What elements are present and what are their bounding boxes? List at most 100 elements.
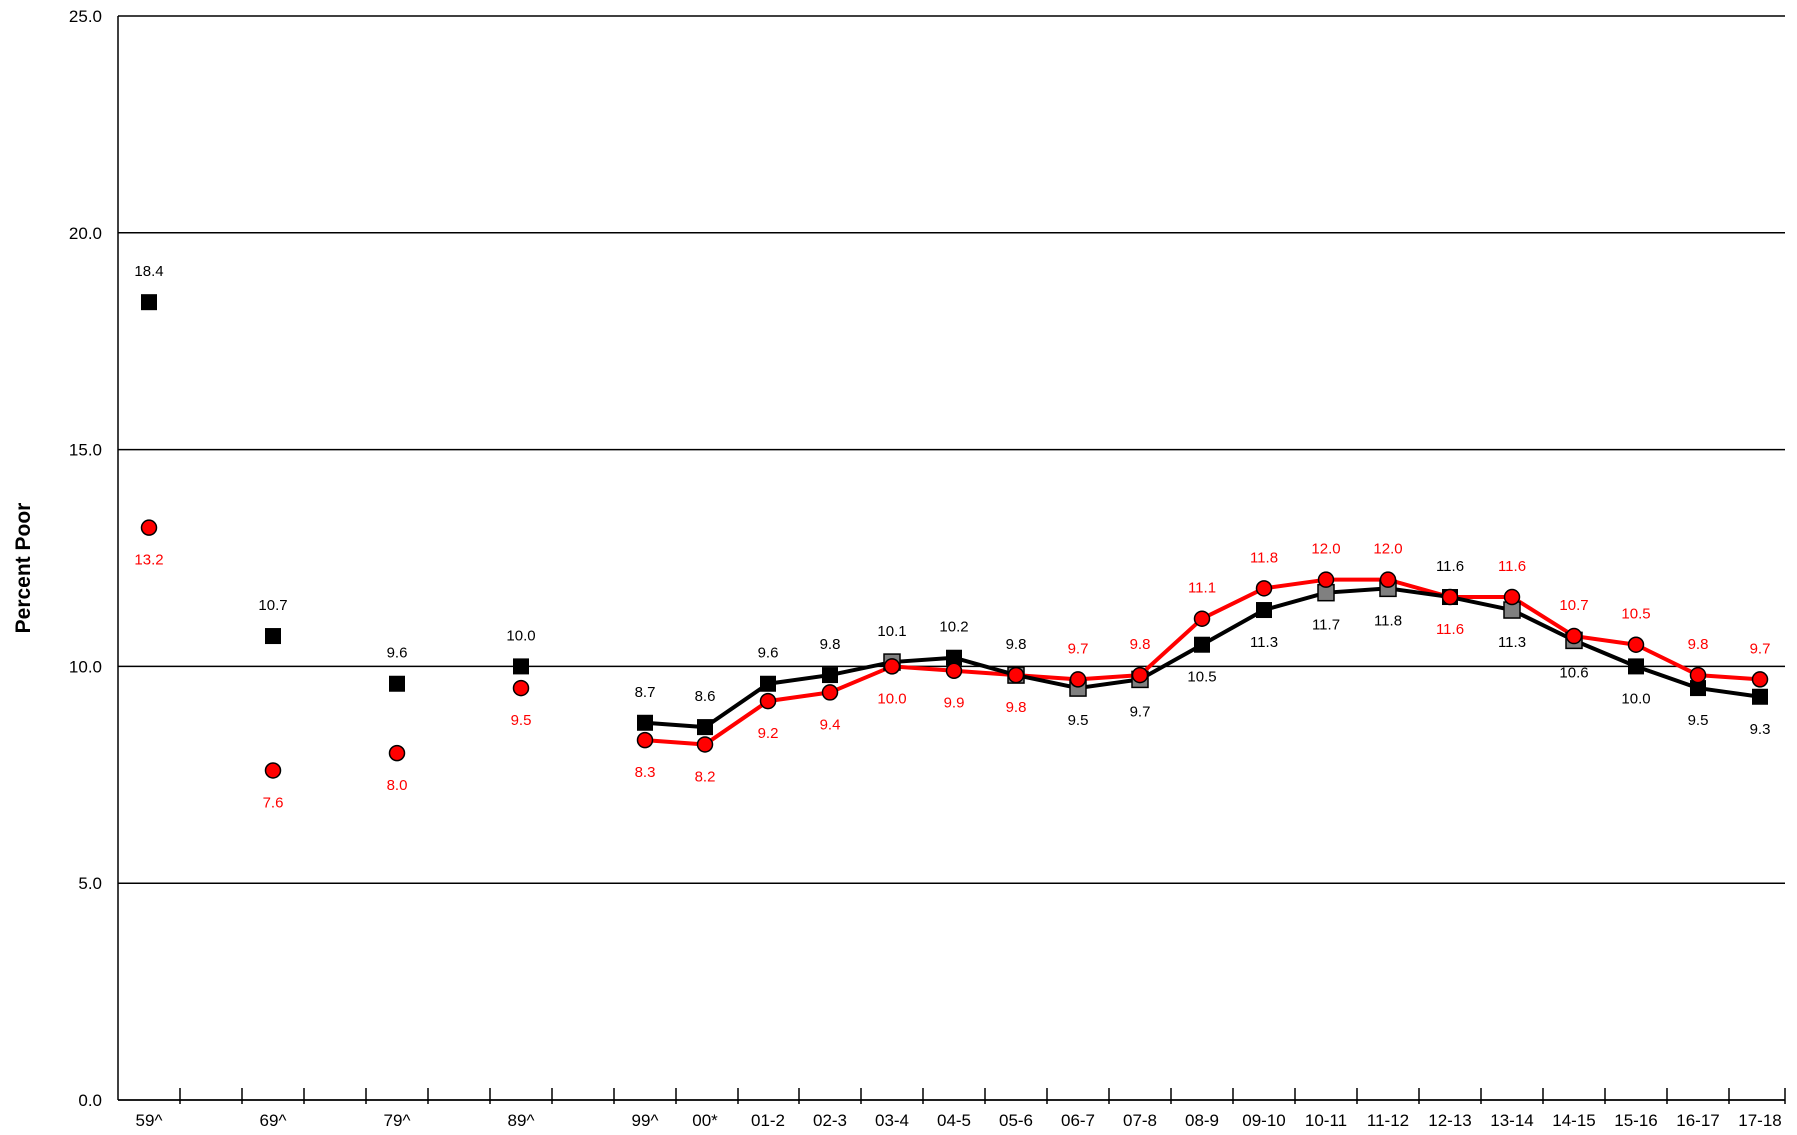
circle-marker <box>140 519 158 536</box>
square-marker <box>822 667 838 684</box>
circle-marker <box>388 744 406 762</box>
data-label-square: 11.3 <box>1498 634 1526 651</box>
x-tick-label: 06-7 <box>1061 1111 1095 1130</box>
data-label-square: 9.7 <box>1130 703 1151 720</box>
data-label-circle: 7.6 <box>263 794 284 811</box>
data-label-circle: 10.5 <box>1621 606 1650 623</box>
circle-marker <box>945 662 963 679</box>
data-label-square: 10.0 <box>1621 690 1650 707</box>
circle-marker <box>1069 671 1087 688</box>
circle-marker <box>1255 580 1273 597</box>
data-label-circle: 9.7 <box>1068 640 1089 657</box>
x-tick-label: 14-15 <box>1552 1111 1595 1130</box>
circle-marker <box>821 684 839 701</box>
data-label-circle: 11.1 <box>1188 580 1216 597</box>
square-marker <box>513 658 529 675</box>
y-axis-title: Percent Poor <box>12 503 35 634</box>
y-tick-label: 25.0 <box>69 7 102 26</box>
data-label-circle: 8.3 <box>635 764 656 781</box>
x-tick-label: 13-14 <box>1490 1111 1533 1130</box>
square-marker <box>1194 636 1210 653</box>
x-tick-label: 08-9 <box>1185 1111 1219 1130</box>
data-label-square: 9.6 <box>758 645 779 662</box>
data-label-circle: 11.6 <box>1436 621 1464 638</box>
data-label-square: 8.6 <box>695 688 716 705</box>
square-marker <box>141 294 157 311</box>
x-tick-label: 01-2 <box>751 1111 785 1130</box>
circle-marker <box>1193 610 1211 627</box>
x-tick-label: 79^ <box>384 1111 411 1130</box>
data-label-square: 10.1 <box>877 623 906 640</box>
circle-marker <box>636 731 654 749</box>
data-label-circle: 9.4 <box>820 716 841 733</box>
gridlines <box>118 15 1785 1101</box>
data-label-square: 9.8 <box>1006 636 1027 653</box>
x-tick-label: 00* <box>692 1111 718 1130</box>
square-marker <box>637 714 653 731</box>
square-marker <box>697 719 713 736</box>
data-label-circle: 13.2 <box>134 552 163 569</box>
circle-marker <box>264 762 282 779</box>
x-tick-label: 17-18 <box>1738 1111 1781 1130</box>
square-marker <box>1752 688 1768 705</box>
square-marker <box>760 675 776 692</box>
circle-marker <box>1565 627 1583 645</box>
data-label-circle: 12.0 <box>1373 541 1402 558</box>
circle-marker <box>883 658 901 675</box>
data-label-square: 10.6 <box>1559 664 1588 681</box>
square-marker <box>265 628 281 645</box>
circle-marker <box>1131 666 1149 684</box>
data-label-circle: 9.8 <box>1130 636 1151 653</box>
data-label-square: 9.5 <box>1688 712 1709 729</box>
circle-marker <box>1751 671 1769 688</box>
data-label-circle: 10.7 <box>1559 597 1588 614</box>
data-label-circle: 9.2 <box>758 725 779 742</box>
y-tick-label: 5.0 <box>78 874 102 893</box>
data-label-circle: 9.9 <box>944 695 965 712</box>
data-label-circle: 9.5 <box>511 712 532 729</box>
data-label-square: 10.2 <box>939 619 968 636</box>
square-marker <box>1256 602 1272 619</box>
x-tick-label: 99^ <box>632 1111 659 1130</box>
circle-marker <box>1503 588 1521 606</box>
data-label-square: 9.5 <box>1068 712 1089 729</box>
data-label-square: 9.8 <box>820 636 841 653</box>
circle-marker <box>1689 666 1707 684</box>
series-line-circle <box>644 577 1761 747</box>
data-label-square: 11.3 <box>1250 634 1278 651</box>
x-tick-label: 16-17 <box>1676 1111 1719 1130</box>
data-label-circle: 10.0 <box>877 690 906 707</box>
x-tick-label: 12-13 <box>1428 1111 1471 1130</box>
circle-marker <box>1317 571 1335 588</box>
data-label-circle: 9.8 <box>1688 636 1709 653</box>
circle-marker <box>696 736 714 753</box>
x-tick-label: 89^ <box>508 1111 535 1130</box>
x-tick-labels: 59^ 69^ 79^ 89^ 99^ 00* 01-2 02-3 03-4 04-5 05-6 06… <box>136 1111 1782 1130</box>
series-line-square <box>644 586 1761 730</box>
data-label-square: 10.7 <box>258 597 287 614</box>
data-label-circle: 12.0 <box>1311 541 1340 558</box>
circle-marker <box>1441 588 1459 606</box>
data-label-square: 10.0 <box>506 627 535 644</box>
square-marker <box>946 649 962 666</box>
x-tick-label: 69^ <box>260 1111 287 1130</box>
data-label-square: 18.4 <box>134 263 163 280</box>
x-tick-label: 09-10 <box>1242 1111 1285 1130</box>
x-tick-label: 04-5 <box>937 1111 971 1130</box>
data-label-square: 8.7 <box>635 684 656 701</box>
x-tick-label: 03-4 <box>875 1111 909 1130</box>
series-lines <box>644 577 1761 747</box>
data-labels: 18.4 13.2 10.7 7.6 9.6 8.0 10.0 9.5 8.7 8.3 8.6 8.2… <box>134 263 1770 811</box>
square-marker <box>1690 680 1706 697</box>
axes <box>117 16 1786 1104</box>
data-label-square: 9.6 <box>387 645 408 662</box>
data-label-circle: 11.8 <box>1250 549 1278 566</box>
x-tick-label: 10-11 <box>1305 1111 1347 1130</box>
circle-marker <box>759 692 777 710</box>
data-label-circle: 8.2 <box>695 768 716 785</box>
y-tick-labels: 0.0 5.0 10.0 15.0 20.0 25.0 <box>69 7 102 1110</box>
x-tick-label: 02-3 <box>813 1111 847 1130</box>
x-tick-label: 15-16 <box>1614 1111 1657 1130</box>
